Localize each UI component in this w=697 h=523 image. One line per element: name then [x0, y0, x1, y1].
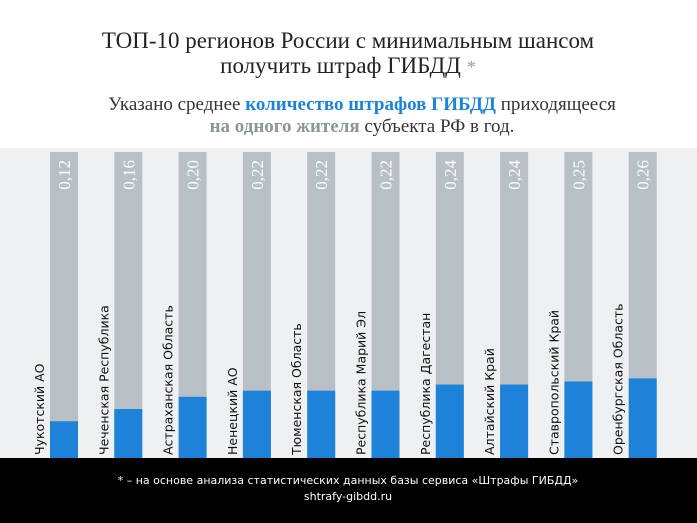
footnote: * – на основе анализа статистических дан… — [118, 474, 579, 487]
bar-track — [50, 152, 78, 458]
category-label: Чеченская Республика — [96, 305, 111, 455]
bar-track — [114, 152, 143, 458]
value-label: 0,16 — [119, 160, 138, 190]
value-label: 0,22 — [377, 160, 396, 190]
chart-title-line: получить штраф ГИБДД — [220, 53, 461, 78]
chart-title: получить штраф ГИБДД * — [220, 53, 476, 78]
category-label: Республика Дагестан — [418, 313, 433, 455]
footnote: shtrafy-gibdd.ru — [304, 490, 392, 503]
bar — [628, 378, 657, 458]
subtitle-segment: на одного жителя — [210, 116, 360, 137]
subtitle-segment: количество штрафов ГИБДД — [245, 94, 496, 115]
subtitle: на одного жителя субъекта РФ в год. — [210, 116, 515, 137]
category-label: Астраханская Область — [161, 305, 176, 455]
value-label: 0,12 — [55, 160, 74, 190]
value-label: 0,25 — [569, 160, 588, 190]
category-label: Тюменская Область — [289, 323, 304, 456]
subtitle-segment: приходящееся — [496, 94, 616, 115]
bar — [50, 421, 78, 458]
value-label: 0,24 — [505, 160, 524, 190]
bar — [114, 409, 143, 458]
bar — [435, 384, 464, 458]
value-label: 0,24 — [441, 160, 460, 190]
title-mark: * — [467, 57, 476, 77]
category-label: Ненецкий АО — [225, 367, 240, 455]
bar — [307, 390, 336, 458]
footer-band — [0, 458, 697, 523]
value-label: 0,26 — [634, 160, 653, 190]
chart-title: ТОП-10 регионов России с минимальным шан… — [102, 28, 595, 53]
bar — [564, 381, 593, 458]
category-label: Чукотский АО — [32, 363, 47, 455]
value-label: 0,20 — [184, 160, 203, 190]
category-label: Оренбургская Область — [611, 303, 626, 455]
category-label: Республика Марий Эл — [354, 311, 369, 455]
bar — [178, 396, 207, 458]
category-label: Ставропольский Край — [546, 310, 561, 455]
bar — [242, 390, 271, 458]
value-label: 0,22 — [312, 160, 331, 190]
subtitle: Указано среднее количество штрафов ГИБДД… — [108, 94, 616, 115]
bar — [371, 390, 400, 458]
bar — [500, 384, 529, 458]
subtitle-segment: субъекта РФ в год. — [360, 116, 515, 137]
subtitle-segment: Указано среднее — [108, 94, 245, 115]
category-label: Алтайский Край — [482, 348, 497, 455]
value-label: 0,22 — [248, 160, 267, 190]
